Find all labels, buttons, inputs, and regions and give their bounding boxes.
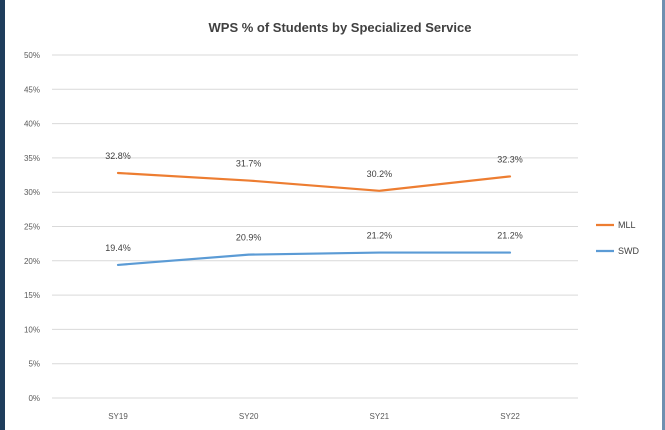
x-tick-label: SY20 xyxy=(239,412,259,421)
left-border-bar xyxy=(0,0,5,430)
legend-label-swd: SWD xyxy=(618,246,639,256)
data-label-swd: 19.4% xyxy=(105,243,131,253)
data-label-mll: 30.2% xyxy=(367,169,393,179)
y-tick-label: 35% xyxy=(24,154,40,163)
y-tick-label: 25% xyxy=(24,223,40,232)
gridlines xyxy=(52,54,578,399)
data-label-mll: 32.3% xyxy=(497,154,523,164)
y-axis: 0% 5% 10% 15% 20% 25% 30% 35% 40% 45% 50% xyxy=(24,51,40,403)
series-group xyxy=(116,171,512,267)
data-label-swd: 20.9% xyxy=(236,233,262,243)
y-tick-label: 15% xyxy=(24,291,40,300)
data-label-swd: 21.2% xyxy=(497,231,523,241)
legend-label-mll: MLL xyxy=(618,220,636,230)
data-label-mll: 32.8% xyxy=(105,151,131,161)
x-tick-label: SY21 xyxy=(370,412,390,421)
series-line-mll xyxy=(116,171,512,192)
y-tick-label: 40% xyxy=(24,120,40,129)
legend: MLL SWD xyxy=(596,220,639,256)
y-tick-label: 0% xyxy=(28,394,40,403)
x-tick-label: SY19 xyxy=(108,412,128,421)
chart-title: WPS % of Students by Specialized Service xyxy=(209,20,472,35)
y-tick-label: 5% xyxy=(28,360,40,369)
y-tick-label: 30% xyxy=(24,188,40,197)
y-tick-label: 20% xyxy=(24,257,40,266)
y-tick-label: 45% xyxy=(24,85,40,94)
x-tick-label: SY22 xyxy=(500,412,520,421)
right-border-bar xyxy=(662,0,665,430)
y-tick-label: 10% xyxy=(24,325,40,334)
data-labels: 32.8% 31.7% 30.2% 32.3% 19.4% 20.9% 21.2% 21.2% xyxy=(105,151,523,253)
series-line-swd xyxy=(116,251,512,267)
x-axis: SY19 SY20 SY21 SY22 xyxy=(108,412,520,421)
data-label-swd: 21.2% xyxy=(367,231,393,241)
data-label-mll: 31.7% xyxy=(236,159,262,169)
y-tick-label: 50% xyxy=(24,51,40,60)
